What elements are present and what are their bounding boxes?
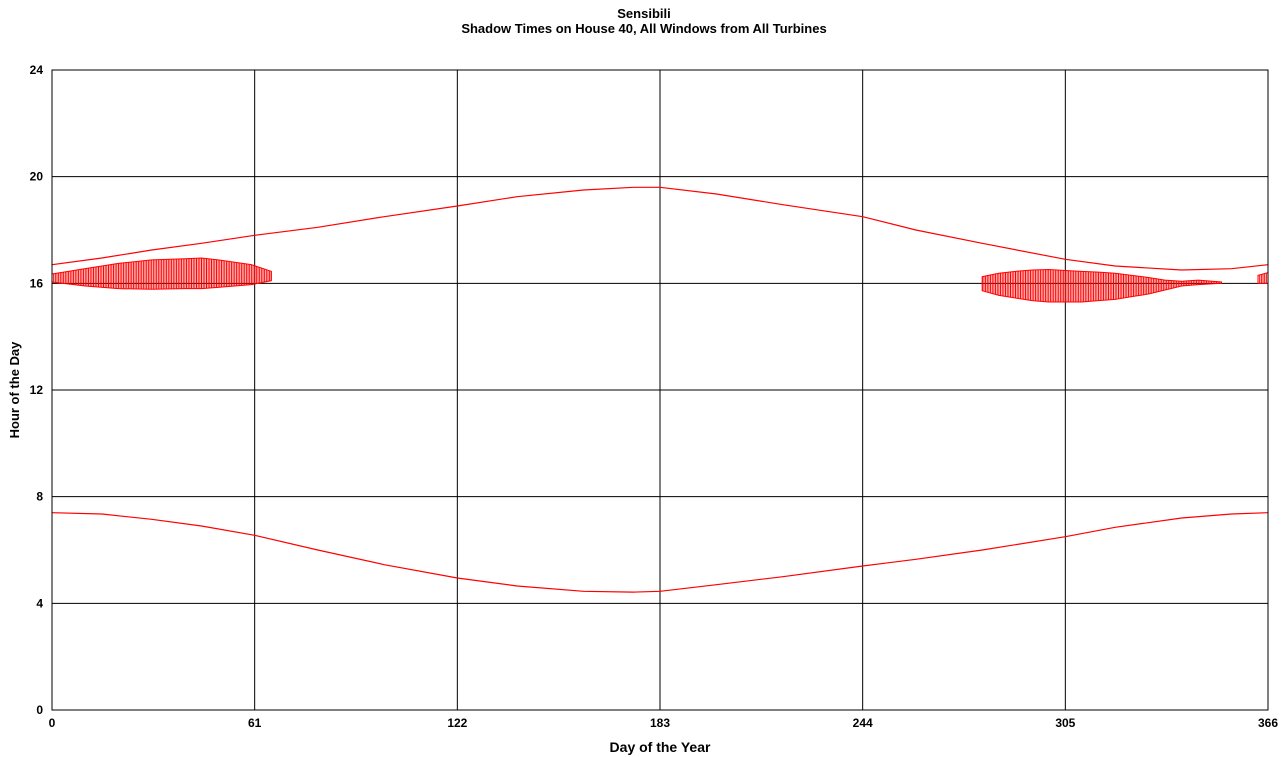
y-axis-label: Hour of the Day xyxy=(7,341,22,439)
shadow-outline xyxy=(51,257,272,290)
x-tick-label: 244 xyxy=(853,716,873,730)
shadow-period-2 xyxy=(981,268,1222,303)
chart-title: Sensibili xyxy=(617,6,671,21)
x-tick-label: 122 xyxy=(447,716,467,730)
x-tick-label: 305 xyxy=(1055,716,1075,730)
shadow-outline xyxy=(981,268,1222,303)
x-tick-label: 0 xyxy=(49,716,56,730)
shadow-period-1 xyxy=(51,257,272,290)
chart-subtitle: Shadow Times on House 40, All Windows fr… xyxy=(461,21,827,36)
x-tick-label: 366 xyxy=(1258,716,1278,730)
x-tick-labels: 0 61 122 183 244 305 366 xyxy=(49,716,1279,730)
shadow-periods xyxy=(51,257,1269,303)
y-tick-label: 4 xyxy=(36,596,43,610)
sunrise-line xyxy=(51,512,1269,593)
y-tick-label: 20 xyxy=(30,170,44,184)
x-tick-label: 183 xyxy=(650,716,670,730)
plot-frame xyxy=(51,69,1269,711)
sunset-line xyxy=(51,186,1269,271)
sun-lines xyxy=(51,186,1269,593)
y-tick-labels: 0 4 8 12 16 20 24 xyxy=(30,63,44,717)
y-tick-label: 24 xyxy=(30,63,44,77)
x-axis-label: Day of the Year xyxy=(610,739,711,755)
y-tick-label: 12 xyxy=(30,383,44,397)
y-tick-label: 16 xyxy=(30,276,44,290)
y-tick-label: 8 xyxy=(36,490,43,504)
x-tick-label: 61 xyxy=(248,716,262,730)
y-tick-label: 0 xyxy=(36,703,43,717)
